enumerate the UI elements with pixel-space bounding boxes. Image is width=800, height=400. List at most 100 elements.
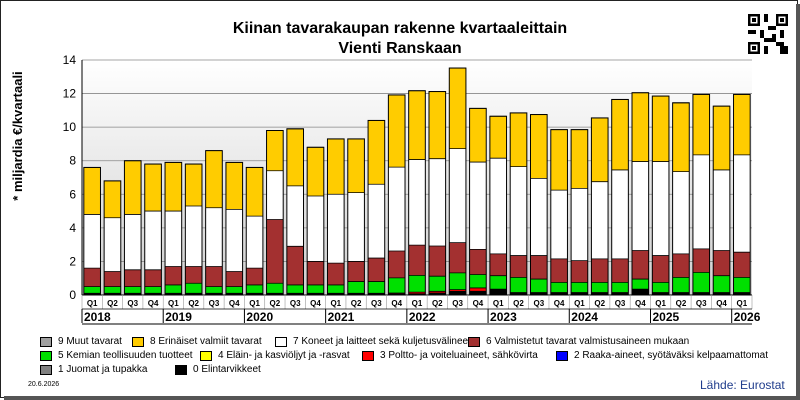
- bar-segment: [428, 291, 446, 293]
- x-tick-label: Q2: [188, 299, 199, 308]
- bar-segment: [449, 148, 466, 243]
- bar-segment: [632, 279, 649, 290]
- bar-segment: [510, 277, 527, 293]
- bar-segment: [632, 161, 649, 251]
- bar-segment: [489, 158, 507, 254]
- x-tick-label: Q1: [737, 299, 748, 308]
- bar-segment: [713, 275, 730, 293]
- bar-segment: [571, 188, 588, 261]
- bar-segment: [408, 90, 426, 160]
- bar-segment: [104, 180, 121, 218]
- legend-item: 3 Poltto- ja voiteluaineet, sähkövirta: [362, 350, 538, 361]
- bar-segment: [225, 209, 243, 272]
- x-tick-label: Q3: [615, 299, 626, 308]
- bar-segment: [652, 161, 669, 256]
- y-tick-label: 10: [63, 120, 77, 134]
- y-tick-label: 8: [69, 154, 76, 168]
- bar-segment: [632, 92, 649, 162]
- legend-item: 9 Muut tavarat: [40, 336, 122, 347]
- bar-segment: [307, 284, 324, 294]
- bar-segment: [266, 130, 284, 171]
- bar-segment: [83, 268, 101, 287]
- bar-segment: [672, 171, 690, 254]
- bar-segment: [672, 277, 690, 293]
- bar-segment: [368, 120, 385, 185]
- bar-segment: [428, 293, 446, 295]
- legend-swatch: [468, 336, 480, 347]
- bar-segment: [591, 293, 609, 295]
- x-tick-label: Q2: [676, 299, 687, 308]
- legend-label: 8 Erinäiset valmiit tavarat: [150, 336, 262, 347]
- bar-segment: [469, 108, 487, 163]
- bar-segment: [733, 252, 751, 278]
- bar-segment: [652, 96, 669, 162]
- bar-segment: [165, 162, 182, 212]
- bar-segment: [489, 275, 507, 290]
- year-label: 2021: [328, 310, 355, 324]
- bar-segment: [713, 250, 730, 276]
- legend-item: 5 Kemian teollisuuden tuotteet: [40, 350, 193, 361]
- bar-segment: [591, 282, 609, 293]
- bar-segment: [510, 293, 527, 295]
- x-tick-label: Q1: [330, 299, 341, 308]
- chart-subtitle: Vienti Ranskaan: [338, 40, 462, 57]
- bar-segment: [144, 286, 162, 294]
- bar-segment: [469, 287, 487, 292]
- year-label: 2026: [734, 310, 761, 324]
- date-stamp: 20.6.2026: [28, 381, 60, 388]
- bar-segment: [672, 102, 690, 172]
- bar-segment: [449, 68, 466, 149]
- x-tick-label: Q2: [594, 299, 605, 308]
- bar-segment: [489, 253, 507, 276]
- x-tick-label: Q4: [148, 299, 159, 308]
- bar-segment: [672, 253, 690, 278]
- bar-segment: [408, 159, 426, 246]
- bar-segment: [185, 164, 202, 207]
- bar-segment: [347, 138, 365, 193]
- bar-segment: [124, 269, 142, 287]
- bar-segment: [571, 260, 588, 283]
- bar-segment: [307, 195, 324, 262]
- bar-segment: [104, 286, 121, 294]
- bar-segment: [530, 293, 548, 295]
- legend-label: 3 Poltto- ja voiteluaineet, sähkövirta: [380, 350, 538, 361]
- legend-swatch: [40, 336, 52, 347]
- year-label: 2022: [409, 310, 436, 324]
- legend-swatch: [200, 350, 212, 361]
- bar-segment: [571, 282, 588, 293]
- x-tick-label: Q4: [635, 299, 646, 308]
- bar-segment: [611, 258, 629, 283]
- bar-segment: [591, 117, 609, 182]
- bar-segment: [124, 286, 142, 294]
- bar-segment: [733, 293, 751, 295]
- year-label: 2024: [571, 310, 598, 324]
- x-tick-label: Q2: [432, 299, 443, 308]
- bar-segment: [652, 282, 669, 293]
- frame-shadow-bottom: [4, 396, 800, 400]
- bar-segment: [246, 284, 263, 294]
- bar-segment: [286, 128, 304, 186]
- x-tick-label: Q4: [473, 299, 484, 308]
- legend: 9 Muut tavarat 8 Erinäiset valmiit tavara…: [40, 336, 768, 384]
- x-tick-label: Q4: [229, 299, 240, 308]
- bar-segment: [388, 94, 406, 168]
- bar-segment: [246, 216, 263, 269]
- bar-segment: [368, 184, 385, 259]
- bar-segment: [449, 289, 466, 292]
- bar-segment: [266, 219, 284, 284]
- bar-segment: [632, 289, 649, 295]
- bar-segment: [571, 293, 588, 295]
- qr-code-icon[interactable]: [748, 14, 788, 54]
- bar-segment: [165, 266, 182, 285]
- bar-segment: [165, 284, 182, 294]
- bar-segment: [205, 266, 223, 287]
- bar-segment: [510, 112, 527, 167]
- bar-segment: [530, 114, 548, 179]
- legend-swatch: [362, 350, 374, 361]
- bar-segment: [165, 211, 182, 267]
- bar-segment: [225, 271, 243, 287]
- bar-segment: [713, 293, 730, 295]
- legend-swatch: [275, 336, 287, 347]
- bar-segment: [83, 214, 101, 269]
- bar-segment: [327, 263, 345, 285]
